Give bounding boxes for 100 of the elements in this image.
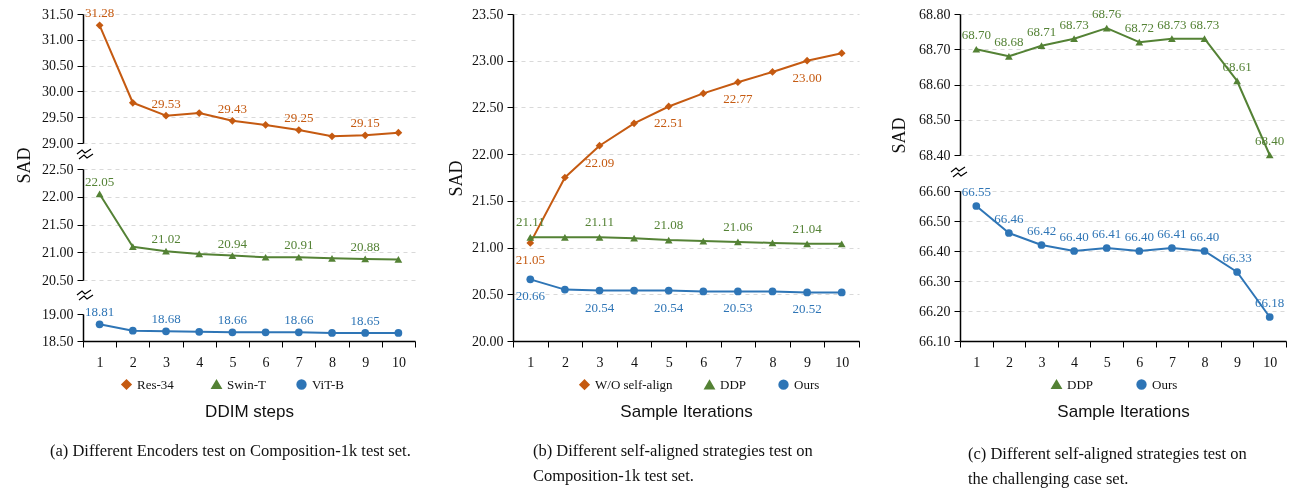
data-label: 29.53 [151, 95, 181, 111]
point [837, 49, 846, 58]
x-tick-label: 3 [163, 354, 170, 370]
data-label: 20.66 [515, 288, 546, 304]
data-label: 66.55 [961, 184, 991, 199]
x-tick-label: 1 [973, 354, 981, 370]
point [1102, 244, 1111, 252]
y-tick-label: 19.00 [42, 306, 74, 322]
point [128, 243, 137, 251]
point [195, 250, 204, 258]
point [595, 233, 604, 241]
point [1168, 244, 1176, 252]
point [664, 286, 673, 295]
x-tick-label: 8 [329, 354, 336, 370]
point [294, 328, 303, 337]
point [699, 287, 708, 296]
point [1200, 35, 1209, 43]
point [394, 329, 403, 337]
y-axis-title: SAD [888, 117, 909, 154]
point [972, 202, 981, 210]
point [1070, 35, 1078, 43]
point [228, 328, 237, 337]
data-label: 23.00 [792, 69, 822, 85]
data-label: 66.42 [1026, 223, 1057, 238]
data-label: 66.41 [1092, 226, 1122, 241]
data-label: 68.68 [994, 34, 1024, 50]
point [1135, 38, 1144, 46]
data-label: 66.46 [994, 211, 1025, 226]
data-label: 21.05 [515, 251, 545, 267]
point [361, 329, 370, 337]
x-tick-label: 3 [596, 354, 604, 370]
x-tick-label: 8 [769, 354, 777, 370]
point [972, 45, 981, 53]
point [328, 132, 336, 141]
y-tick-label: 68.70 [919, 41, 951, 57]
x-tick-label: 5 [229, 354, 237, 370]
point [803, 240, 811, 248]
point [162, 111, 170, 120]
data-label: 66.33 [1222, 250, 1252, 265]
point [526, 233, 535, 241]
x-tick-label: 10 [835, 354, 850, 370]
point [128, 326, 137, 335]
y-tick-label: 31.50 [42, 6, 74, 22]
point [526, 275, 535, 284]
legend-label: Ours [794, 376, 820, 392]
point [768, 239, 777, 247]
point [1037, 42, 1046, 50]
x-tick-label: 3 [1038, 354, 1046, 370]
y-tick-label: 20.50 [472, 286, 504, 302]
data-label: 68.72 [1124, 20, 1154, 36]
point [734, 287, 742, 296]
point [328, 329, 336, 337]
x-tick-label: 9 [1234, 354, 1242, 370]
y-tick-label: 22.50 [472, 99, 504, 115]
point [595, 286, 604, 295]
data-label: 18.65 [350, 312, 380, 328]
y-tick-label: 31.00 [42, 32, 74, 48]
data-label: 20.88 [350, 238, 380, 254]
data-label: 22.51 [654, 115, 684, 131]
point [630, 286, 638, 295]
text: (c) Different self-aligned strategies test on the challenging case set. [968, 443, 1248, 489]
y-tick-label: 18.50 [42, 333, 74, 349]
point [803, 56, 811, 65]
data-label: 68.73 [1157, 16, 1187, 32]
data-label: 20.53 [723, 300, 753, 316]
point [361, 131, 370, 140]
point [294, 253, 303, 261]
x-tick-label: 10 [391, 354, 406, 370]
point [561, 233, 569, 241]
y-tick-label: 21.00 [42, 244, 74, 260]
x-tick-label: 1 [527, 354, 535, 370]
point [162, 327, 170, 336]
data-label: 18.66 [284, 312, 314, 328]
y-tick-label: 22.50 [42, 161, 74, 177]
point [561, 285, 569, 294]
point [195, 327, 204, 336]
y-tick-label: 66.20 [919, 303, 951, 319]
legend-label: Res-34 [137, 376, 175, 392]
data-label: 21.08 [654, 217, 684, 233]
data-label: 68.76 [1092, 6, 1122, 22]
point [734, 78, 742, 87]
y-tick-label: 66.40 [919, 243, 951, 259]
data-label: 29.25 [284, 110, 314, 126]
point [1070, 247, 1078, 255]
data-label: 21.02 [151, 231, 181, 247]
x-axis-title: Sample Iterations [620, 401, 753, 421]
legend-label: Swin-T [227, 376, 267, 392]
data-label: 29.43 [217, 100, 248, 116]
point [1037, 241, 1046, 249]
point [630, 234, 638, 242]
y-tick-label: 20.50 [42, 272, 74, 288]
point [837, 288, 846, 297]
data-label: 20.54 [584, 299, 615, 315]
data-label: 66.40 [1059, 229, 1089, 244]
x-axis-title: Sample Iterations [1057, 401, 1190, 421]
y-tick-label: 23.50 [472, 6, 504, 22]
y-tick-label: 68.80 [919, 6, 951, 22]
point [195, 109, 204, 117]
data-label: 21.06 [723, 218, 754, 234]
data-label: 31.28 [84, 5, 115, 21]
